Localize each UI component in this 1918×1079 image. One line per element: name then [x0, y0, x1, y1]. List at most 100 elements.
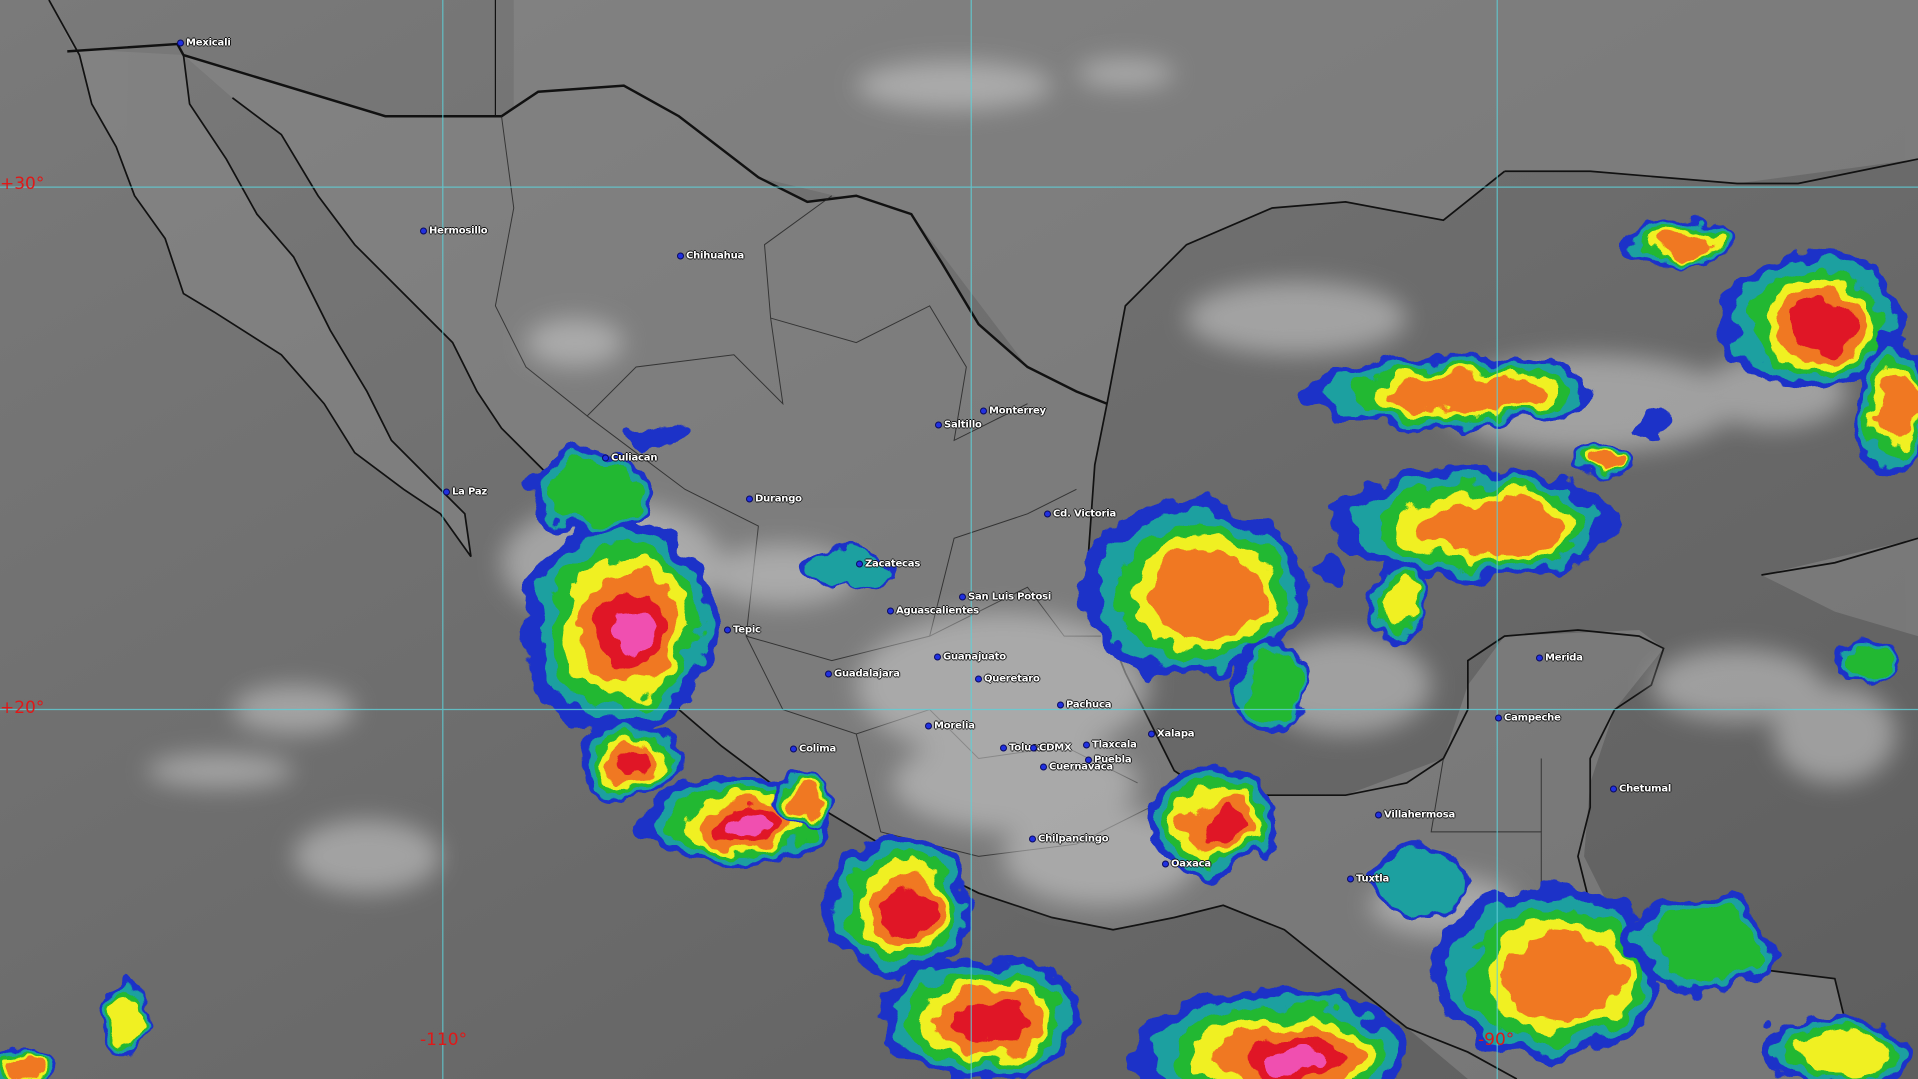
city-label: Morelia [925, 721, 975, 732]
storm-cell [1828, 636, 1903, 686]
city-name: Chetumal [1619, 783, 1672, 795]
city-label: Chilpancingo [1029, 833, 1109, 845]
city-marker-icon [1085, 756, 1092, 764]
cloud-top-layer [7, 1058, 46, 1078]
city-marker-icon [1148, 730, 1155, 738]
cloud-top-layer [1308, 554, 1346, 584]
city-name: CDMX [1039, 742, 1072, 754]
city-marker-icon [677, 252, 684, 260]
city-marker-icon [1495, 714, 1502, 722]
storm-cell [799, 549, 889, 589]
storm-cell [1431, 884, 1664, 1061]
city-label: Culiacan [602, 453, 657, 464]
city-name: Aguascalientes [896, 605, 979, 617]
city-marker-icon [1040, 763, 1047, 771]
city-name: Saltillo [944, 419, 982, 431]
convective-clouds [0, 217, 1918, 1079]
city-name: Cd. Victoria [1053, 508, 1117, 520]
city-label: Tepic [724, 625, 761, 636]
cloud-wisp [892, 734, 1138, 832]
cloud-top-layer [1147, 549, 1265, 641]
city-label: Tuxtla [1347, 874, 1389, 885]
city-marker-icon [1162, 860, 1169, 868]
cloud-wisp [293, 819, 441, 894]
city-label: Zacatecas [856, 559, 920, 570]
city-name: Hermosillo [429, 225, 488, 237]
city-label: Puebla [1085, 754, 1132, 766]
city-name: Guanajuato [943, 651, 1006, 663]
cloud-top-layer [542, 460, 640, 526]
city-label: CDMX [1030, 743, 1072, 754]
city-marker-icon [980, 407, 987, 415]
city-marker-icon [959, 593, 966, 601]
city-label: Queretaro [975, 674, 1040, 685]
city-marker-icon [1536, 654, 1543, 662]
city-name: Toluca [1009, 742, 1044, 754]
city-label: Cd. Victoria [1044, 509, 1116, 520]
city-marker-icon [602, 454, 609, 462]
cloud-top-layer [1377, 849, 1464, 914]
city-marker-icon [1000, 744, 1007, 752]
cloud-top-layer [957, 999, 1030, 1046]
cloud-wisp [1186, 281, 1407, 355]
cloud-top-layer [108, 993, 141, 1041]
city-label: Villahermosa [1375, 810, 1455, 821]
city-name: San Luis Potosi [968, 591, 1052, 603]
city-name: La Paz [452, 486, 488, 498]
city-marker-icon [1610, 785, 1617, 793]
city-name: Colima [799, 743, 837, 755]
cloud-top-layer [1794, 1030, 1889, 1078]
cloud-top-layer [788, 786, 822, 812]
city-marker-icon [856, 560, 863, 568]
cloud-top-layer [1417, 498, 1565, 556]
cloud-top-layer [1197, 806, 1244, 847]
city-name: Zacatecas [865, 558, 921, 570]
storm-cell [1147, 765, 1275, 879]
cloud-top-layer [1592, 451, 1626, 471]
city-marker-icon [1057, 701, 1064, 709]
city-name: Cuernavaca [1049, 761, 1113, 773]
storm-cell [823, 836, 975, 974]
storm-cell [1302, 354, 1597, 429]
cloud-top-layer [1632, 418, 1670, 438]
city-name: Puebla [1094, 754, 1132, 766]
city-name: Xalapa [1157, 728, 1195, 740]
storm-cell [769, 773, 834, 823]
city-label: Merida [1536, 653, 1583, 664]
city-label: Chihuahua [677, 251, 744, 262]
city-marker-icon [420, 227, 427, 235]
city-name: Tuxtla [1356, 873, 1390, 885]
storm-cell [1365, 565, 1429, 639]
cloud-top-layer [883, 885, 938, 936]
city-name: Morelia [934, 720, 975, 732]
lat-label-20: +20° [0, 698, 45, 718]
city-marker-icon [443, 488, 450, 496]
city-name: Campeche [1504, 712, 1561, 724]
city-name: Villahermosa [1384, 809, 1456, 821]
city-label: La Paz [443, 487, 487, 498]
cloud-top-layer [1390, 374, 1544, 413]
city-name: Tepic [733, 624, 761, 636]
city-name: Queretaro [984, 673, 1040, 685]
storm-cell [519, 516, 716, 732]
cloud-top-layer [806, 551, 885, 587]
cloud-top-layer [629, 422, 692, 447]
city-marker-icon [1044, 510, 1051, 518]
cloud-wisp [1076, 58, 1175, 89]
city-name: Chilpancingo [1038, 833, 1109, 845]
storm-cell [1308, 554, 1346, 584]
city-label: Monterrey [980, 406, 1046, 417]
city-name: Guadalajara [834, 668, 900, 680]
storm-cell [523, 448, 651, 535]
city-marker-icon [975, 675, 982, 683]
storm-cell [1626, 217, 1730, 267]
city-name: Monterrey [989, 405, 1046, 417]
storm-cell [878, 954, 1079, 1079]
city-marker-icon [934, 653, 941, 661]
city-label: Cuernavaca [1040, 762, 1113, 773]
city-marker-icon [1083, 741, 1090, 749]
cloud-top-layer [615, 612, 655, 656]
storm-cell [629, 422, 692, 447]
